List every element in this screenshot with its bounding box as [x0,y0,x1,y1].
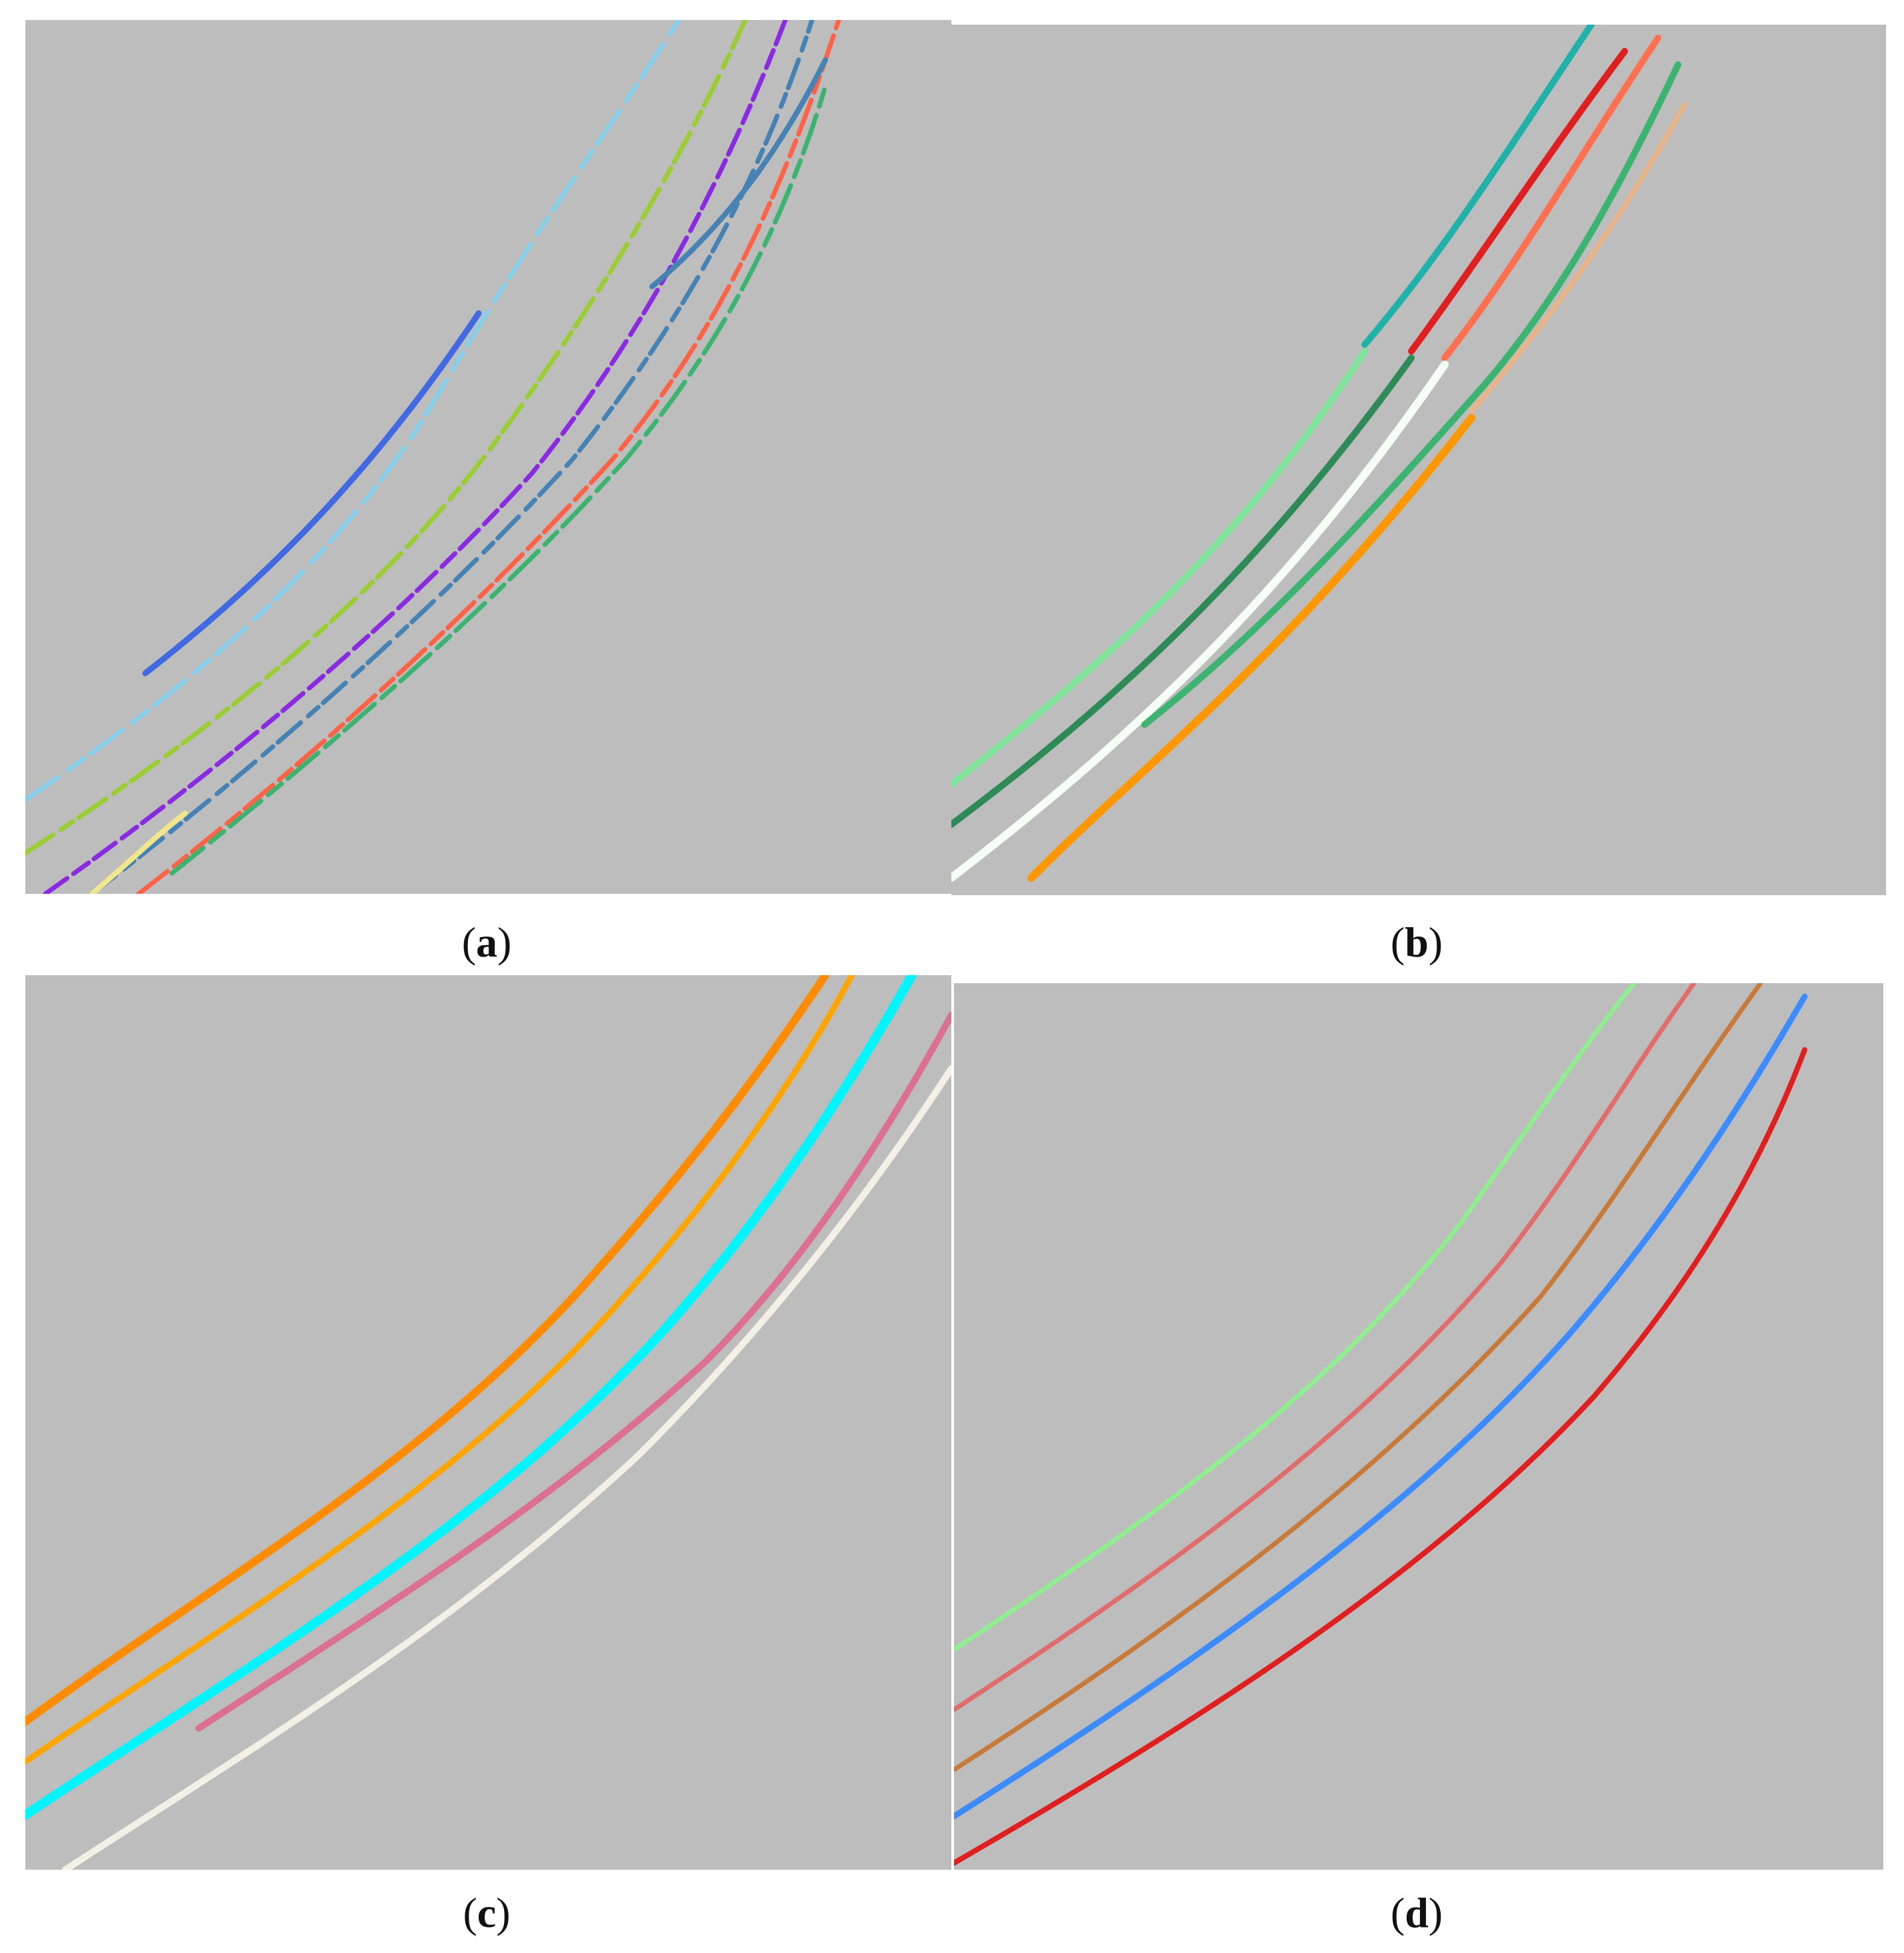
lane-d-1 [954,983,1637,1652]
caption-c: (c) [463,1889,511,1936]
panel-a-image [25,20,951,894]
lane-d-5 [954,1047,1807,1866]
panel-d-lanes [954,983,1883,1870]
lane-a-6 [169,84,828,876]
lane-a-5 [136,20,841,894]
lane-b-5-lower [1027,414,1475,882]
lane-a-2 [25,20,748,856]
lane-c-3 [25,975,917,1820]
lane-b-3-upper [1441,35,1661,361]
caption-a: (a) [461,919,512,966]
lane-b-2-lower [951,355,1415,828]
lane-d-3 [954,983,1763,1772]
lane-d-4 [954,993,1808,1820]
panel-b-lanes [951,25,1886,895]
lane-c-2 [25,975,855,1765]
lane-d-2 [954,983,1697,1712]
caption-b: (b) [1390,919,1443,966]
panel-b-image [951,25,1886,895]
panel-d-image [954,983,1883,1870]
lane-a-3 [43,20,788,894]
lane-b-1-upper [1361,25,1595,348]
panel-c-lanes [25,975,951,1870]
lane-c-5 [62,1065,951,1870]
lane-b-5-upper [1469,102,1687,414]
lane-b-4 [1141,61,1681,728]
lane-a-8 [649,57,828,289]
panel-a-background [25,20,951,894]
panel-a-lanes [25,20,951,894]
panel-c-background [25,975,951,1870]
lane-a-1b [142,310,482,677]
caption-d: (d) [1390,1889,1443,1936]
lane-a-1 [25,20,681,803]
lane-b-2-upper [1408,48,1628,355]
lane-b-1-lower [951,348,1368,788]
lane-b-3-lower [951,361,1449,882]
lane-c-4 [195,1012,951,1732]
panel-d-background [954,983,1883,1870]
panel-c-image [25,975,951,1870]
lane-a-7 [89,811,188,894]
lane-c-1 [25,975,829,1726]
